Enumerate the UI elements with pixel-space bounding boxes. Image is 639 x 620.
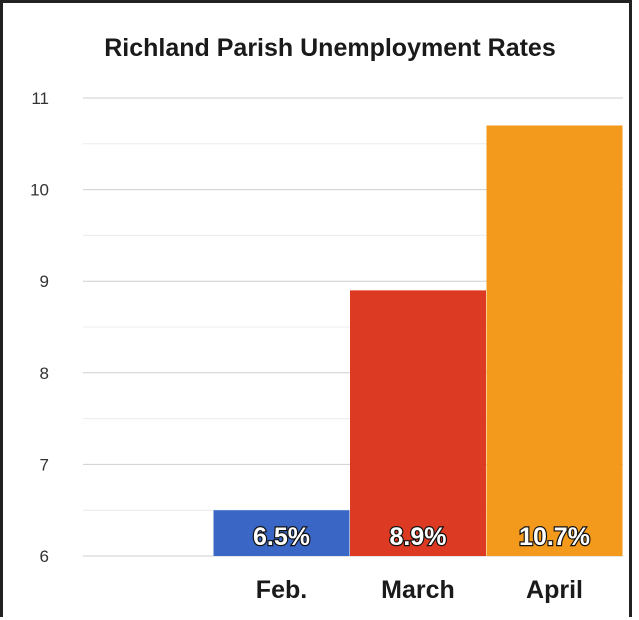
y-tick-label: 10	[30, 181, 49, 200]
y-axis-ticks: 6 7 8 9 10 11	[30, 89, 49, 566]
x-tick-label: March	[381, 576, 455, 604]
bar	[213, 510, 350, 556]
x-tick-label: Feb.	[256, 576, 307, 604]
y-tick-label: 11	[31, 89, 49, 108]
bars	[213, 125, 623, 556]
x-tick-label: April	[526, 576, 583, 604]
chart: Richland Parish Unemployment Rates 6 7 8 9 1…	[30, 34, 623, 604]
y-tick-label: 7	[40, 455, 49, 474]
chart-title: Richland Parish Unemployment Rates	[104, 34, 556, 62]
data-label: 8.9%	[390, 523, 447, 551]
y-tick-label: 6	[40, 547, 49, 566]
data-label: 10.7%	[519, 523, 590, 551]
bar	[486, 125, 623, 556]
y-tick-label: 9	[40, 272, 49, 291]
data-labels: 6.5% 8.9% 10.7%	[252, 522, 591, 552]
bar	[350, 290, 486, 556]
y-tick-label: 8	[40, 364, 49, 383]
x-axis-ticks: Feb. March April	[256, 576, 583, 604]
data-label: 6.5%	[253, 523, 310, 551]
